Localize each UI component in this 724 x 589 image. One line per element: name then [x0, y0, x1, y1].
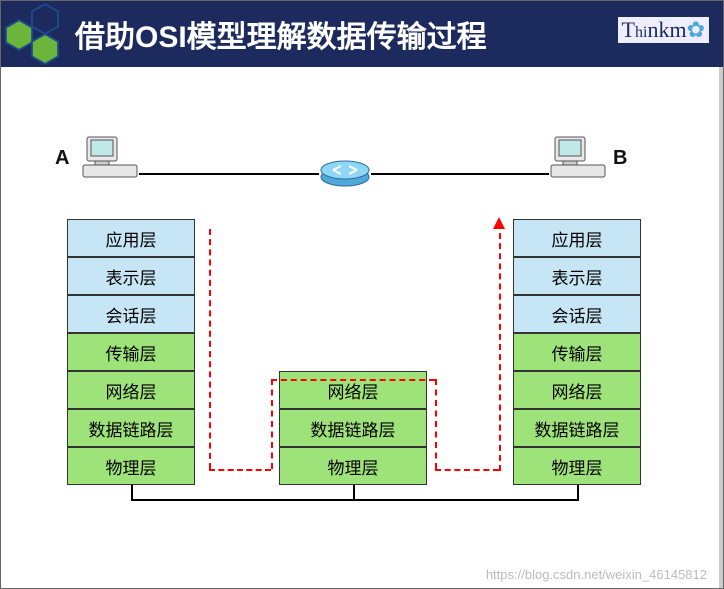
slide-header: 借助OSI模型理解数据传输过程 Thinkm✿ [1, 1, 723, 67]
slide-content: A B [1, 67, 723, 588]
osi-stack-b: 应用层表示层会话层传输层网络层数据链路层物理层 [513, 219, 641, 485]
wire-horizontal [131, 499, 355, 501]
hexagon-icon [5, 19, 33, 51]
osi-layer: 应用层 [513, 219, 641, 257]
data-path [209, 229, 211, 469]
host-b-label: B [613, 147, 627, 170]
watermark: https://blog.csdn.net/weixin_46145812 [486, 567, 707, 582]
osi-layer: 物理层 [513, 447, 641, 485]
osi-layer: 网络层 [67, 371, 195, 409]
data-path [271, 379, 273, 469]
osi-layer: 会话层 [67, 295, 195, 333]
host-a-label: A [55, 147, 69, 170]
osi-layer: 传输层 [67, 333, 195, 371]
data-path [271, 379, 435, 381]
osi-layer: 物理层 [279, 447, 427, 485]
osi-layer: 网络层 [279, 371, 427, 409]
osi-stack-a: 应用层表示层会话层传输层网络层数据链路层物理层 [67, 219, 195, 485]
diagram-canvas: A B [1, 67, 719, 588]
wire-vertical [131, 485, 133, 499]
data-path [209, 469, 271, 471]
osi-layer: 网络层 [513, 371, 641, 409]
arrow-up-icon [493, 217, 505, 229]
osi-layer: 表示层 [513, 257, 641, 295]
wire-horizontal [353, 499, 579, 501]
data-path [435, 469, 499, 471]
osi-layer: 会话层 [513, 295, 641, 333]
computer-b-icon [549, 135, 607, 183]
osi-layer: 物理层 [67, 447, 195, 485]
hexagon-icon [31, 3, 59, 35]
osi-layer: 数据链路层 [513, 409, 641, 447]
slide-title: 借助OSI模型理解数据传输过程 [75, 12, 487, 56]
hexagon-icon [31, 33, 59, 65]
computer-a-icon [81, 135, 139, 183]
slide: 借助OSI模型理解数据传输过程 Thinkm✿ A B [0, 0, 724, 589]
link-router-b [371, 173, 549, 175]
osi-layer: 表示层 [67, 257, 195, 295]
data-path [435, 379, 437, 469]
link-a-router [139, 173, 319, 175]
osi-stack-router: 网络层数据链路层物理层 [279, 371, 427, 485]
brand-logo: Thinkm✿ [618, 17, 709, 43]
wire-vertical [577, 485, 579, 499]
osi-layer: 传输层 [513, 333, 641, 371]
router-icon [319, 159, 371, 187]
wire-vertical [353, 485, 355, 499]
hex-logo-cluster [1, 1, 71, 67]
osi-layer: 数据链路层 [279, 409, 427, 447]
data-path [499, 223, 501, 471]
osi-layer: 数据链路层 [67, 409, 195, 447]
osi-layer: 应用层 [67, 219, 195, 257]
